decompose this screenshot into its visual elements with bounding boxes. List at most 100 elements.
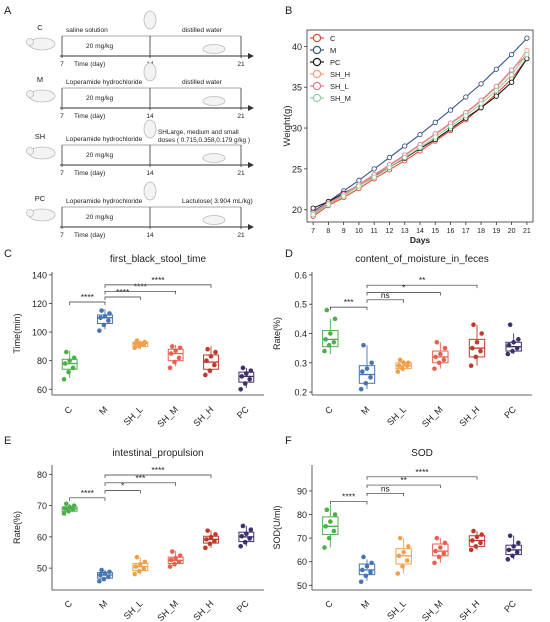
data-point [172, 561, 177, 567]
data-point [368, 570, 373, 575]
legend-label: M [330, 46, 336, 55]
y-tick-label: 90 [297, 486, 307, 496]
mouse-end-icon [202, 215, 226, 225]
data-point [136, 568, 142, 574]
data-point [505, 557, 511, 562]
data-point [61, 376, 67, 382]
data-point [98, 315, 103, 321]
mouse-head-icon [26, 209, 34, 217]
treatment-after-label: distilled water [182, 79, 223, 86]
data-point [325, 202, 332, 208]
box-sh_m [167, 549, 184, 569]
data-point [360, 369, 365, 374]
day-start-label: 7 [60, 113, 64, 120]
data-point [508, 79, 515, 85]
data-point [396, 363, 402, 369]
data-point [368, 375, 373, 380]
data-point [173, 555, 178, 561]
data-point [434, 339, 440, 345]
data-point [514, 345, 520, 351]
mouse-head-icon [26, 38, 34, 46]
data-point [212, 362, 217, 368]
y-tick-label: 140 [32, 270, 47, 280]
x-tick-label: M [97, 404, 109, 416]
data-point [514, 549, 520, 555]
y-tick-label: 70 [297, 534, 307, 544]
box-c [61, 349, 78, 382]
x-tick-label: 20 [508, 228, 516, 235]
data-point [479, 532, 484, 537]
data-point [473, 354, 479, 360]
data-point [238, 386, 243, 392]
y-tick-label: 100 [32, 328, 47, 338]
data-point [324, 507, 330, 513]
mouse-head-icon [26, 90, 34, 98]
data-point [506, 342, 512, 348]
data-point [400, 564, 405, 569]
significance-label: * [121, 481, 125, 491]
data-point [106, 318, 111, 323]
treatment-after-label: Lactulose( 3.904 mL/kg) [182, 198, 253, 205]
x-tick-label: SH_H [457, 598, 481, 622]
legend-label: SH_M [330, 94, 351, 103]
data-point [205, 346, 210, 352]
box-m [97, 308, 113, 333]
data-point [474, 534, 480, 540]
data-point [364, 366, 370, 371]
data-point [473, 544, 479, 549]
data-point [168, 557, 174, 563]
panel-a-schematic: A C saline solution 20 mg/kg distilled water… [4, 5, 254, 239]
x-tick-label: 11 [371, 228, 378, 235]
data-point [406, 360, 411, 366]
data-point [323, 524, 328, 529]
data-point [401, 360, 406, 366]
data-point [400, 366, 405, 371]
significance-bracket [366, 492, 405, 497]
y-tick-label: 50 [37, 564, 47, 574]
data-point [505, 351, 511, 357]
data-point [386, 154, 393, 161]
x-tick-label: PC [502, 598, 518, 614]
data-point [436, 360, 442, 366]
time-axis-label: Time (day) [74, 170, 105, 177]
data-point [447, 107, 454, 113]
data-point [176, 559, 182, 565]
data-point [478, 100, 484, 107]
panel-letter-d: D [285, 248, 293, 260]
time-axis-label: Time (day) [74, 232, 105, 239]
data-point [99, 567, 104, 573]
data-point [478, 81, 484, 87]
chart-title: first_black_stool_time [110, 254, 207, 265]
data-point [326, 342, 332, 348]
data-point [205, 528, 210, 533]
data-point [438, 545, 443, 550]
significance-label: * [402, 283, 406, 293]
x-tick-label: 9 [342, 228, 346, 235]
data-point [508, 51, 515, 58]
significance-bracket [366, 476, 478, 480]
data-point [63, 349, 69, 355]
y-tick-label: 25 [292, 164, 302, 174]
y-tick-label: 35 [292, 83, 302, 93]
timeline-arrow-icon [248, 105, 254, 111]
data-point [417, 131, 423, 138]
x-tick-label: SH_M [420, 598, 445, 622]
data-point [401, 549, 406, 555]
data-point [356, 183, 362, 189]
data-point [101, 576, 107, 582]
data-point [71, 503, 77, 508]
panel-b-weight-chart: B 20 25 30 35 40 7 8 9 10 11 12 13 14 15 16 17 18 19 20 21 Da… [282, 5, 534, 245]
data-point [208, 534, 214, 540]
x-tick-label: 21 [523, 228, 531, 235]
treatment-after-label: distilled water [182, 27, 223, 34]
significance-label: *** [344, 297, 355, 307]
data-point [142, 559, 148, 565]
x-tick-label: 17 [462, 228, 470, 235]
data-point [332, 316, 338, 322]
data-point [479, 331, 484, 336]
x-tick-label: SH_M [155, 404, 180, 429]
data-point [248, 527, 254, 532]
data-point [244, 531, 249, 537]
significance-label: **** [134, 281, 148, 291]
